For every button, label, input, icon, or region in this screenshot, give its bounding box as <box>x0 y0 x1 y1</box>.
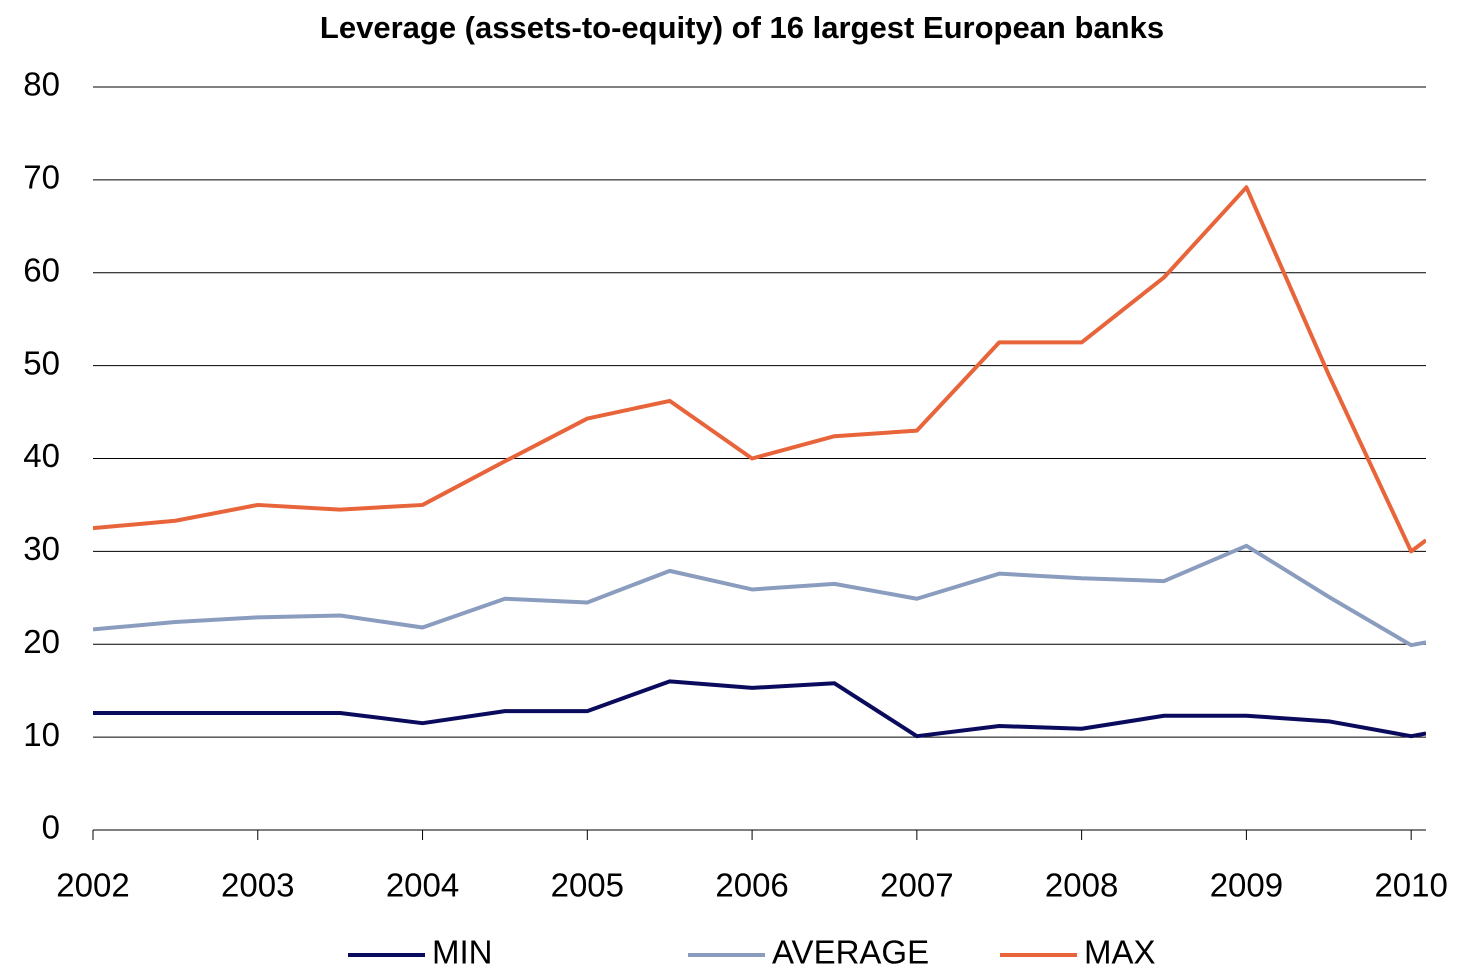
y-tick-label: 0 <box>42 809 60 846</box>
y-tick-label: 10 <box>23 716 60 753</box>
y-tick-label: 70 <box>23 159 60 196</box>
legend-label: MIN <box>432 934 493 971</box>
x-tick-label: 2006 <box>715 867 788 904</box>
x-tick-label: 2010 <box>1374 867 1447 904</box>
series-line <box>93 679 1426 739</box>
y-tick-label: 80 <box>23 66 60 103</box>
y-tick-label: 50 <box>23 344 60 381</box>
x-tick-label: 2005 <box>551 867 624 904</box>
x-tick-label: 2003 <box>221 867 294 904</box>
plot-lines <box>93 185 1426 739</box>
x-tick-label: 2007 <box>880 867 953 904</box>
series-line <box>93 543 1426 648</box>
y-tick-label: 60 <box>23 251 60 288</box>
x-tick-label: 2002 <box>56 867 129 904</box>
chart-title: Leverage (assets-to-equity) of 16 larges… <box>320 10 1164 45</box>
x-tick-label: 2008 <box>1045 867 1118 904</box>
legend-label: AVERAGE <box>772 934 929 971</box>
x-tick-label: 2004 <box>386 867 459 904</box>
x-tick-label: 2009 <box>1210 867 1283 904</box>
legend-label: MAX <box>1084 934 1156 971</box>
y-tick-label: 20 <box>23 623 60 660</box>
series-line <box>93 185 1426 554</box>
y-tick-label: 30 <box>23 530 60 567</box>
y-tick-label: 40 <box>23 437 60 474</box>
